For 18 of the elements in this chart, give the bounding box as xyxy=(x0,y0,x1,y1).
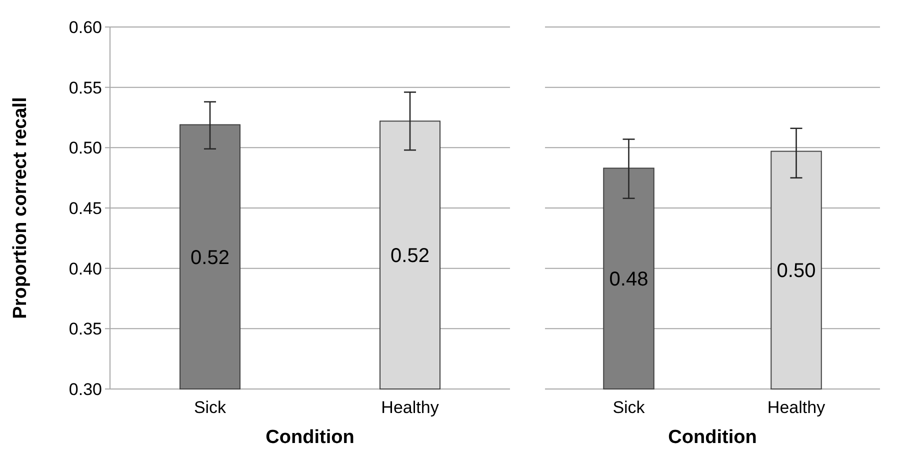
y-tick-label: 0.40 xyxy=(68,259,102,278)
y-tick-label: 0.30 xyxy=(68,380,102,399)
y-tick-label: 0.45 xyxy=(68,198,102,218)
y-axis-title: Proportion correct recall xyxy=(10,97,31,319)
x-tick-label: Healthy xyxy=(767,398,826,417)
y-tick-label: 0.35 xyxy=(68,320,102,339)
y-tick-label: 0.50 xyxy=(68,138,102,158)
data-label: 0.52 xyxy=(190,246,230,269)
data-label: 0.52 xyxy=(390,245,430,268)
x-axis-title: Condition xyxy=(668,427,757,448)
x-axis-title: Condition xyxy=(266,427,354,448)
x-tick-label: Sick xyxy=(194,398,227,417)
data-label: 0.50 xyxy=(776,260,816,282)
x-tick-label: Healthy xyxy=(381,398,440,417)
y-tick-label: 0.55 xyxy=(68,78,102,98)
y-tick-label: 0.60 xyxy=(68,18,102,37)
data-label: 0.48 xyxy=(609,268,648,291)
x-tick-label: Sick xyxy=(612,398,646,417)
